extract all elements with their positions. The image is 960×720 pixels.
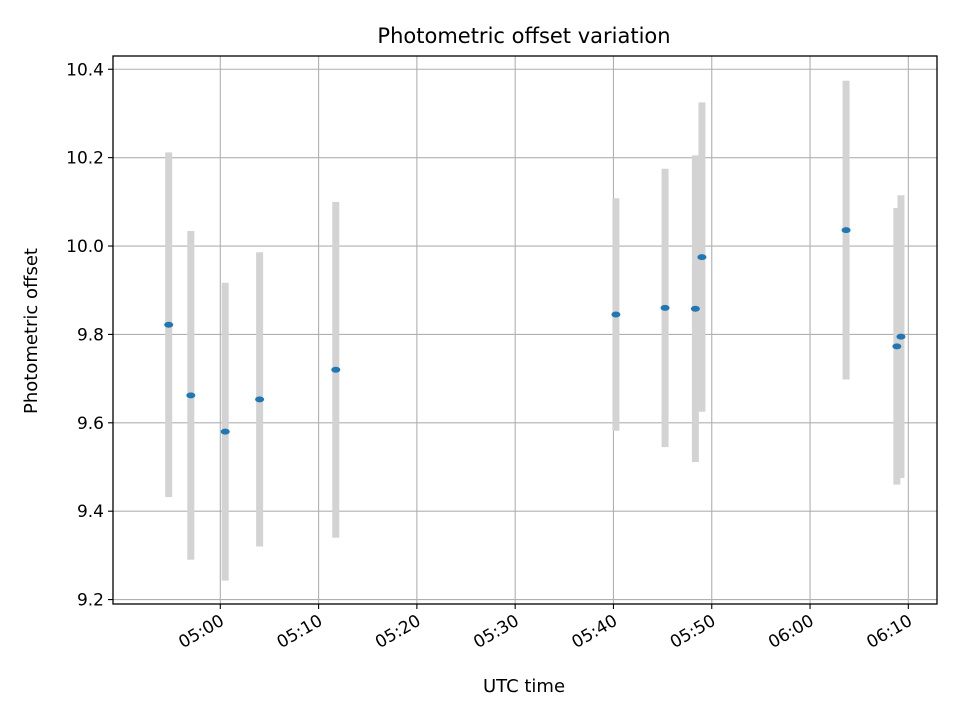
data-point (697, 254, 707, 261)
x-axis-label: UTC time (483, 676, 565, 697)
data-point (841, 227, 851, 234)
data-point (611, 311, 621, 318)
y-axis-label: Photometric offset (21, 248, 42, 414)
chart-title: Photometric offset variation (377, 24, 670, 48)
plot-frame (112, 55, 938, 605)
y-tick-label: 9.2 (77, 591, 104, 611)
data-point (892, 343, 902, 350)
data-point (186, 392, 196, 399)
data-point (220, 428, 230, 435)
y-tick-label: 9.4 (77, 502, 104, 522)
y-tick-label: 9.8 (77, 325, 104, 345)
y-tick-label: 9.6 (77, 414, 104, 434)
data-point (690, 305, 700, 312)
y-tick-label: 10.0 (66, 237, 104, 257)
data-point (255, 396, 265, 403)
data-point (164, 321, 174, 328)
grid (113, 56, 937, 604)
y-tick-label: 10.4 (66, 60, 104, 80)
data-point (331, 366, 341, 373)
y-axis-ticks: 9.2 9.4 9.6 9.8 10.0 10.2 10.4 (66, 60, 113, 611)
data-point (896, 333, 906, 340)
data-points (164, 227, 906, 435)
data-point (660, 304, 670, 311)
y-tick-label: 10.2 (66, 149, 104, 169)
